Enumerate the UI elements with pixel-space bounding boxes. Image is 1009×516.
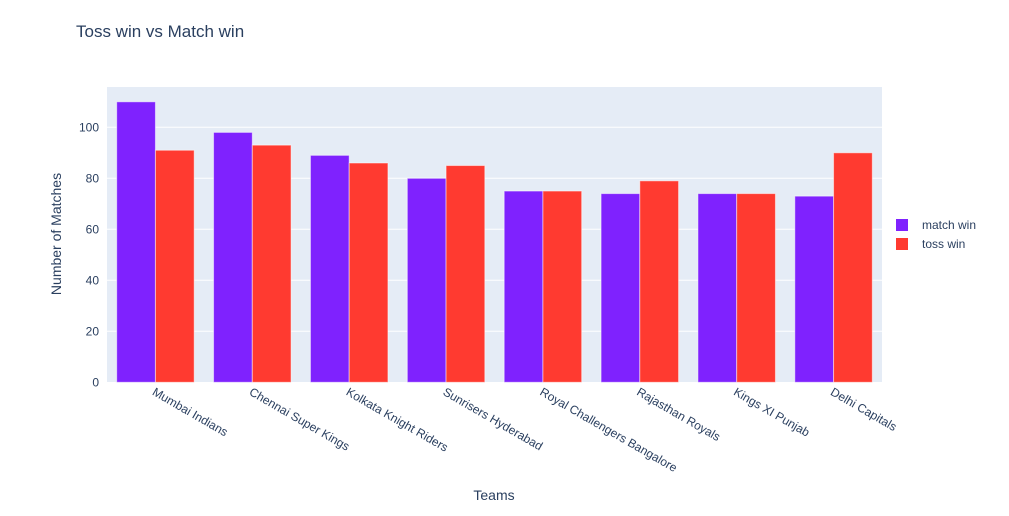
x-tick-label: Kings XI Punjab bbox=[731, 385, 812, 440]
y-tick-label: 80 bbox=[86, 171, 100, 185]
x-tick-label: Chennai Super Kings bbox=[247, 385, 352, 454]
bar-match-win bbox=[309, 154, 350, 383]
y-tick-label: 20 bbox=[86, 324, 100, 338]
bar-toss-win bbox=[639, 180, 680, 383]
y-tick-label: 100 bbox=[79, 120, 99, 134]
chart-title: Toss win vs Match win bbox=[76, 22, 244, 41]
bar-match-win bbox=[406, 177, 447, 383]
bar-match-win bbox=[600, 193, 641, 383]
legend-item[interactable]: match win bbox=[896, 218, 976, 232]
x-tick-label: Sunrisers Hyderabad bbox=[441, 385, 546, 453]
bar-toss-win bbox=[251, 144, 292, 383]
legend-label: toss win bbox=[922, 237, 965, 251]
legend-swatch bbox=[896, 238, 908, 250]
bar-match-win bbox=[213, 131, 253, 383]
bar-match-win bbox=[697, 193, 738, 383]
y-tick-label: 40 bbox=[86, 273, 100, 287]
legend-swatch bbox=[896, 219, 908, 231]
y-axis-title: Number of Matches bbox=[48, 173, 64, 295]
y-tick-label: 60 bbox=[86, 222, 100, 236]
x-tick-label: Mumbai Indians bbox=[150, 385, 230, 439]
legend-item[interactable]: toss win bbox=[896, 237, 965, 251]
bar-toss-win bbox=[445, 165, 486, 383]
bar-toss-win bbox=[542, 190, 583, 383]
bar-toss-win bbox=[348, 162, 389, 383]
bar-match-win bbox=[116, 101, 156, 383]
x-axis-title: Teams bbox=[473, 487, 514, 503]
legend: match win toss win bbox=[896, 218, 976, 251]
legend-label: match win bbox=[922, 218, 976, 232]
bar-match-win bbox=[794, 195, 835, 383]
x-tick-label: Delhi Capitals bbox=[828, 385, 899, 434]
bar-toss-win bbox=[154, 149, 195, 383]
bar-toss-win bbox=[833, 152, 873, 383]
bar-match-win bbox=[503, 190, 544, 383]
x-tick-label: Rajasthan Royals bbox=[634, 385, 722, 444]
y-tick-label: 0 bbox=[92, 375, 99, 389]
x-tick-label: Kolkata Knight Riders bbox=[344, 385, 451, 455]
bar-toss-win bbox=[736, 193, 776, 383]
